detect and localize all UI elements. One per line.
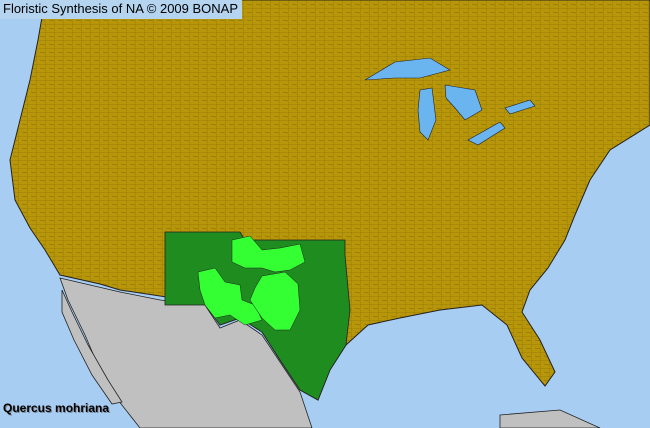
lake-erie <box>467 121 506 146</box>
baja-peninsula <box>61 289 123 405</box>
map-title: Floristic Synthesis of NA © 2009 BONAP <box>0 0 243 19</box>
cuba <box>499 409 601 428</box>
lake-superior <box>364 57 451 81</box>
county-grid <box>10 0 650 400</box>
species-label: Quercus mohriana <box>3 401 110 415</box>
county-presence-tx <box>249 271 301 331</box>
county-presence-panhandle <box>231 235 306 273</box>
lake-ontario <box>504 99 536 115</box>
county-presence-nm <box>197 267 263 326</box>
lake-huron <box>444 84 483 121</box>
lake-michigan <box>417 87 437 141</box>
